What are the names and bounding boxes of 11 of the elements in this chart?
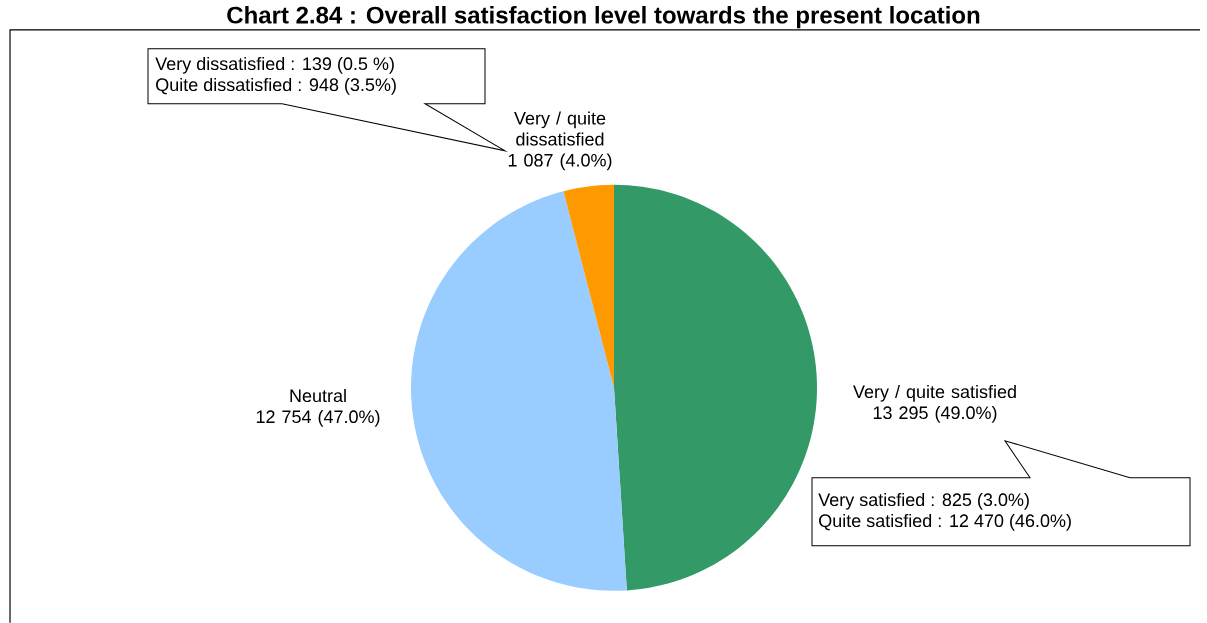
text: Very dissatisfied : 139 (0.5 %) xyxy=(155,56,394,74)
chart-title: Chart 2.84 : Overall satisfaction level towards the present location xyxy=(227,5,980,29)
text: Very satisfied : 825 (3.0%) xyxy=(818,492,1029,510)
data-label: 1 087 (4.0%) xyxy=(508,153,612,170)
data-label: 12 754 (47.0%) xyxy=(256,409,380,427)
slice-label: Neutral xyxy=(290,388,346,402)
text: Quite dissatisfied : 948 (3.5%) xyxy=(156,77,396,95)
text: Quite satisfied : 12 470 (46.0%) xyxy=(819,513,1071,531)
slice-label: Very / quite satisfied xyxy=(853,384,1016,402)
slice-label: Very / quite dissatisfied xyxy=(514,111,606,146)
data-label: 13 295 (49.0%) xyxy=(873,405,997,423)
